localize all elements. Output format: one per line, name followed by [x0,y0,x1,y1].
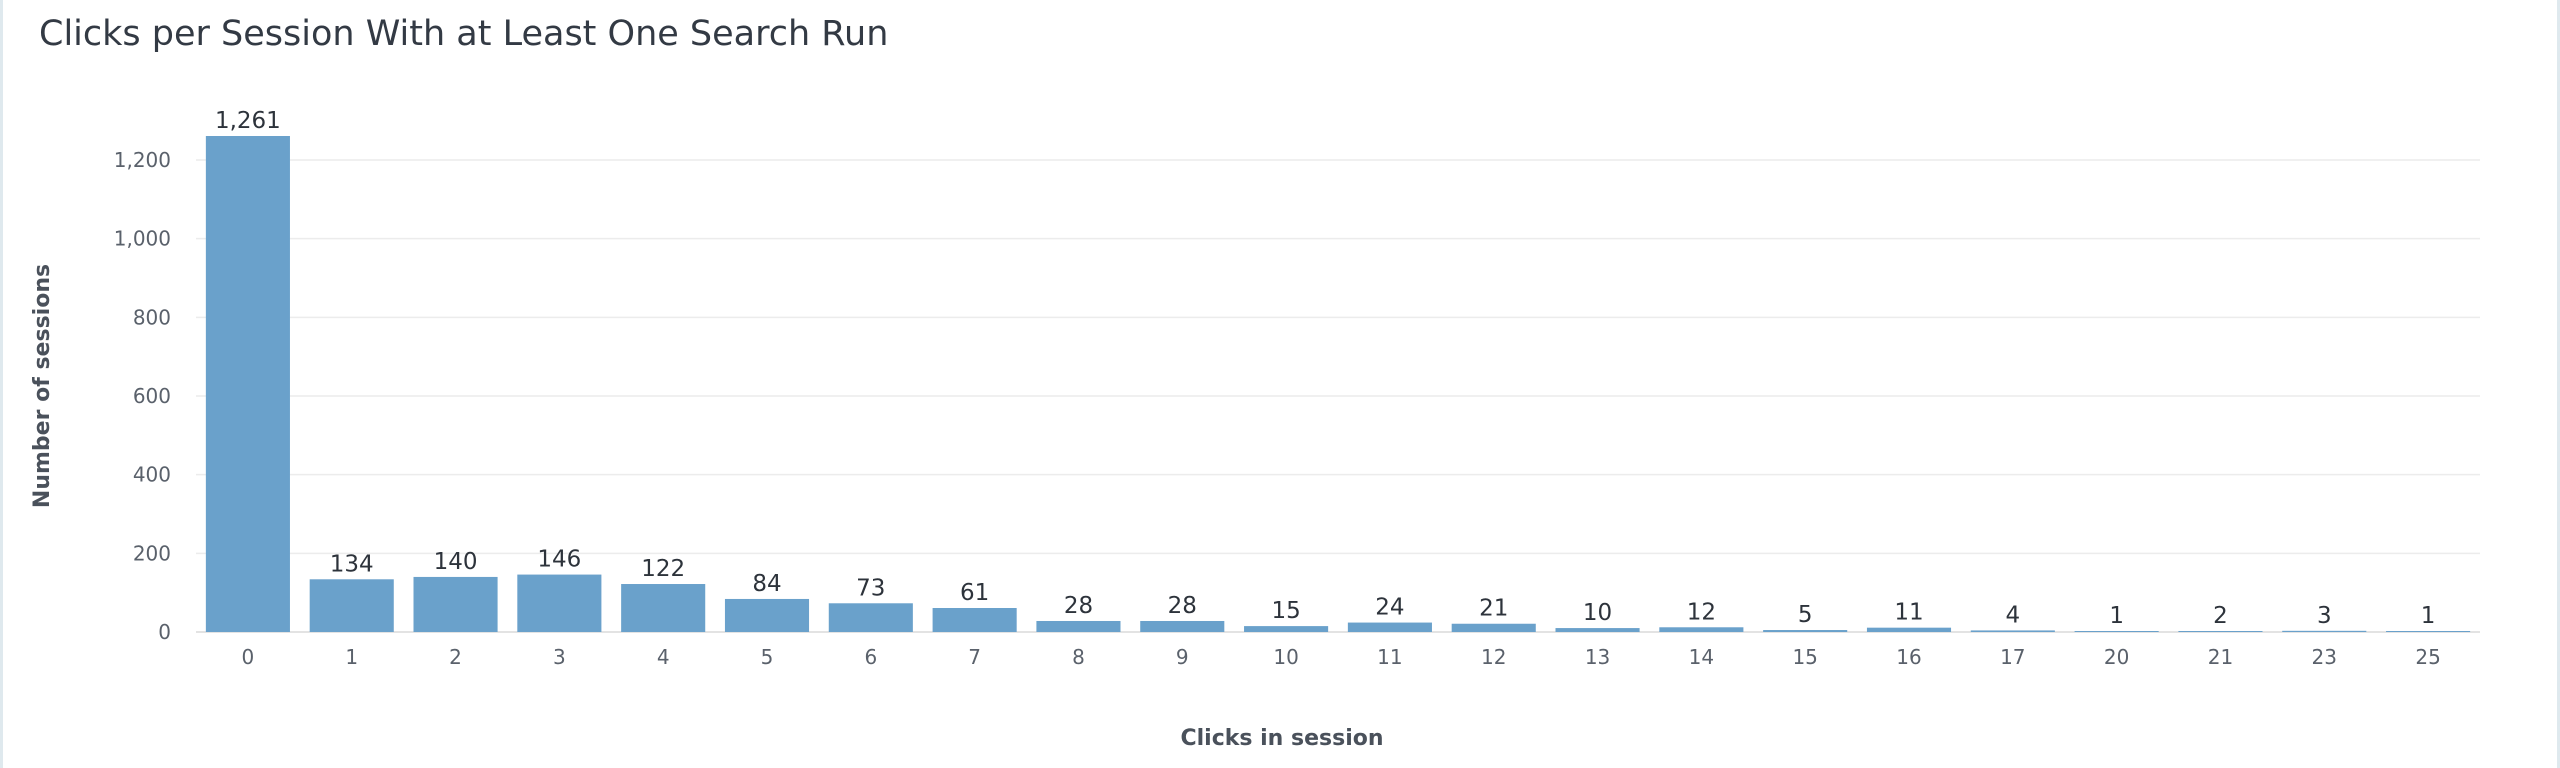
data-label: 24 [1375,595,1404,621]
x-tick-label: 13 [1585,645,1610,669]
y-axis-title: Number of sessions [30,264,55,508]
data-label: 10 [1583,600,1612,626]
data-label: 1 [2109,603,2124,629]
x-tick-label: 20 [2104,645,2129,669]
bar [2178,631,2263,632]
bar [828,603,913,632]
y-tick-label: 800 [133,305,171,329]
bar [2074,631,2159,632]
y-tick-label: 1,000 [114,227,171,251]
data-label: 140 [434,549,478,575]
data-label: 5 [1798,602,1813,628]
x-tick-label: 25 [2415,645,2440,669]
x-tick-label: 8 [1072,645,1085,669]
x-tick-label: 4 [657,645,670,669]
data-label: 11 [1894,600,1923,626]
bar [2386,631,2471,632]
data-label: 2 [2213,603,2228,629]
bar [413,576,498,632]
x-tick-label: 1 [345,645,358,669]
bar [1451,623,1536,632]
x-tick-label: 23 [2312,645,2337,669]
data-label: 12 [1687,599,1716,625]
x-tick-label: 21 [2208,645,2233,669]
x-tick-label: 3 [553,645,566,669]
bar [1244,626,1329,632]
x-tick-label: 14 [1689,645,1714,669]
data-label: 21 [1479,596,1508,622]
x-tick-label: 9 [1176,645,1189,669]
y-axis-ticks: 0 200 400 600 800 1,000 1,200 [114,148,171,644]
bar [1347,622,1432,632]
data-label: 122 [641,556,685,582]
bars [205,136,2471,632]
bar [309,579,394,632]
bar [205,136,290,632]
bar [1036,620,1121,632]
bar [932,608,1017,632]
data-label: 15 [1271,598,1300,624]
bar [1866,627,1952,632]
x-tick-label: 17 [2000,645,2025,669]
y-tick-label: 1,200 [114,148,171,172]
x-tick-label: 10 [1273,645,1298,669]
x-tick-label: 16 [1896,645,1921,669]
data-label: 61 [960,580,989,606]
chart-title: Clicks per Session With at Least One Sea… [39,14,889,54]
data-label: 28 [1168,593,1197,619]
bar [2282,630,2367,632]
data-label: 4 [2005,602,2020,628]
x-tick-label: 7 [968,645,981,669]
x-tick-label: 6 [864,645,877,669]
data-label: 84 [752,571,781,597]
bar [1763,630,1848,632]
data-label: 3 [2317,603,2332,629]
y-tick-label: 600 [133,384,171,408]
x-axis-title: Clicks in session [1180,726,1383,751]
data-label: 28 [1064,593,1093,619]
x-tick-label: 12 [1481,645,1506,669]
y-tick-label: 400 [133,463,171,487]
y-tick-label: 0 [158,620,171,644]
x-tick-label: 5 [761,645,774,669]
bar [1659,627,1744,632]
y-tick-label: 200 [133,541,171,565]
bar [621,584,706,632]
x-tick-label: 2 [449,645,462,669]
data-label: 73 [856,575,885,601]
x-axis-ticks: 0 1 2 3 4 5 6 7 8 9 10 11 12 13 14 15 16 17 20 21 23 25 [242,645,2441,669]
data-label: 134 [330,551,374,577]
bar [1970,630,2055,632]
bar [1555,628,1640,632]
x-tick-label: 0 [242,645,255,669]
data-label: 1,261 [215,108,281,134]
x-tick-label: 15 [1792,645,1817,669]
bar [517,574,602,632]
data-label: 146 [537,547,581,573]
bar [1140,620,1225,632]
data-label: 1 [2421,603,2436,629]
bar [724,598,810,632]
x-tick-label: 11 [1377,645,1402,669]
